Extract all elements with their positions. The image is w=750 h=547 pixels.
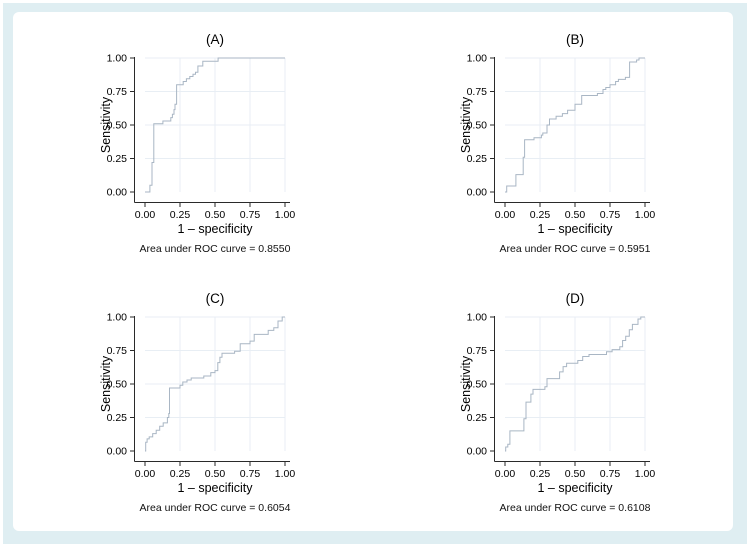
roc-panel-d: 0.00 0.00 0.25 0.25 0.50 0.50 0.75 0.75 1.00 1.00… [373, 271, 733, 531]
x-tick-label: 0.25 [530, 468, 551, 480]
x-tick-label: 0.00 [495, 209, 516, 221]
y-tick-label: 0.75 [467, 86, 488, 98]
y-tick-label: 0.25 [107, 412, 128, 424]
y-tick-label: 0.50 [107, 120, 128, 132]
panel-c-x-axis-label: 1 – specificity [177, 481, 253, 495]
y-tick-label: 0.75 [107, 345, 128, 357]
y-tick-label: 0.50 [467, 379, 488, 391]
y-tick-label: 0.50 [107, 379, 128, 391]
y-tick-label: 1.00 [107, 53, 128, 65]
y-tick-label: 0.00 [107, 187, 128, 199]
x-tick-label: 1.00 [275, 468, 296, 480]
x-tick-label: 0.75 [600, 209, 621, 221]
roc-curve-d [505, 316, 645, 452]
roc-plot-d: 0.00 0.00 0.25 0.25 0.50 0.50 0.75 0.75 1.00 1.00… [459, 291, 656, 514]
panel-c-auc-caption: Area under ROC curve = 0.6054 [140, 502, 291, 514]
panel-b-title: (B) [566, 32, 584, 47]
roc-curve-a [145, 57, 285, 193]
y-tick-label: 1.00 [467, 312, 488, 324]
panel-a-x-axis-label: 1 – specificity [177, 222, 253, 236]
x-tick-label: 0.25 [170, 209, 191, 221]
panel-d-auc-caption: Area under ROC curve = 0.6108 [500, 502, 651, 514]
x-tick-label: 1.00 [635, 468, 656, 480]
x-tick-label: 0.00 [495, 468, 516, 480]
roc-curve-b [505, 57, 645, 193]
x-tick-label: 0.50 [565, 468, 586, 480]
x-tick-label: 0.00 [135, 209, 156, 221]
roc-plot-b: 0.00 0.00 0.25 0.25 0.50 0.50 0.75 0.75 1.00 1.00… [459, 32, 656, 255]
x-tick-label: 0.50 [565, 209, 586, 221]
panel-a-y-axis-label: Sensitivity [99, 96, 113, 153]
y-tick-label: 0.00 [467, 446, 488, 458]
panel-a-title: (A) [206, 32, 224, 47]
x-tick-label: 0.75 [600, 468, 621, 480]
x-tick-label: 1.00 [635, 209, 656, 221]
panel-b-auc-caption: Area under ROC curve = 0.5951 [500, 243, 651, 255]
y-tick-label: 1.00 [467, 53, 488, 65]
y-tick-label: 0.00 [107, 446, 128, 458]
roc-plot-c: 0.00 0.00 0.25 0.25 0.50 0.50 0.75 0.75 1.00 1.00… [99, 291, 296, 514]
panel-d-x-axis-label: 1 – specificity [537, 481, 613, 495]
y-tick-label: 0.00 [467, 187, 488, 199]
panel-a-auc-caption: Area under ROC curve = 0.8550 [140, 243, 291, 255]
y-tick-label: 1.00 [107, 312, 128, 324]
x-tick-label: 0.50 [205, 468, 226, 480]
x-tick-label: 0.75 [240, 209, 261, 221]
y-tick-label: 0.25 [107, 153, 128, 165]
x-tick-label: 0.75 [240, 468, 261, 480]
x-tick-label: 0.00 [135, 468, 156, 480]
panel-d-title: (D) [566, 291, 585, 306]
x-tick-label: 0.25 [170, 468, 191, 480]
roc-curve-c [145, 316, 285, 452]
roc-panel-c: 0.00 0.00 0.25 0.25 0.50 0.50 0.75 0.75 1.00 1.00… [13, 271, 373, 531]
y-tick-label: 0.50 [467, 120, 488, 132]
roc-panel-b: 0.00 0.00 0.25 0.25 0.50 0.50 0.75 0.75 1.00 1.00… [373, 12, 733, 271]
roc-plot-a: 0.00 0.00 0.25 0.25 0.50 0.50 0.75 0.75 1.00 1.00… [99, 32, 296, 255]
panel-b-x-axis-label: 1 – specificity [537, 222, 613, 236]
panel-b-y-axis-label: Sensitivity [459, 96, 473, 153]
panel-c-y-axis-label: Sensitivity [99, 355, 113, 412]
figure-panel: 0.00 0.00 0.25 0.25 0.50 0.50 0.75 0.75 1.00 1.00… [13, 12, 733, 531]
panel-c-title: (C) [206, 291, 225, 306]
y-tick-label: 0.25 [467, 153, 488, 165]
x-tick-label: 1.00 [275, 209, 296, 221]
x-tick-label: 0.25 [530, 209, 551, 221]
y-tick-label: 0.75 [467, 345, 488, 357]
figure-background-frame: 0.00 0.00 0.25 0.25 0.50 0.50 0.75 0.75 1.00 1.00… [3, 3, 747, 544]
x-tick-label: 0.50 [205, 209, 226, 221]
panel-d-y-axis-label: Sensitivity [459, 355, 473, 412]
y-tick-label: 0.25 [467, 412, 488, 424]
y-tick-label: 0.75 [107, 86, 128, 98]
roc-panel-a: 0.00 0.00 0.25 0.25 0.50 0.50 0.75 0.75 1.00 1.00… [13, 12, 373, 271]
